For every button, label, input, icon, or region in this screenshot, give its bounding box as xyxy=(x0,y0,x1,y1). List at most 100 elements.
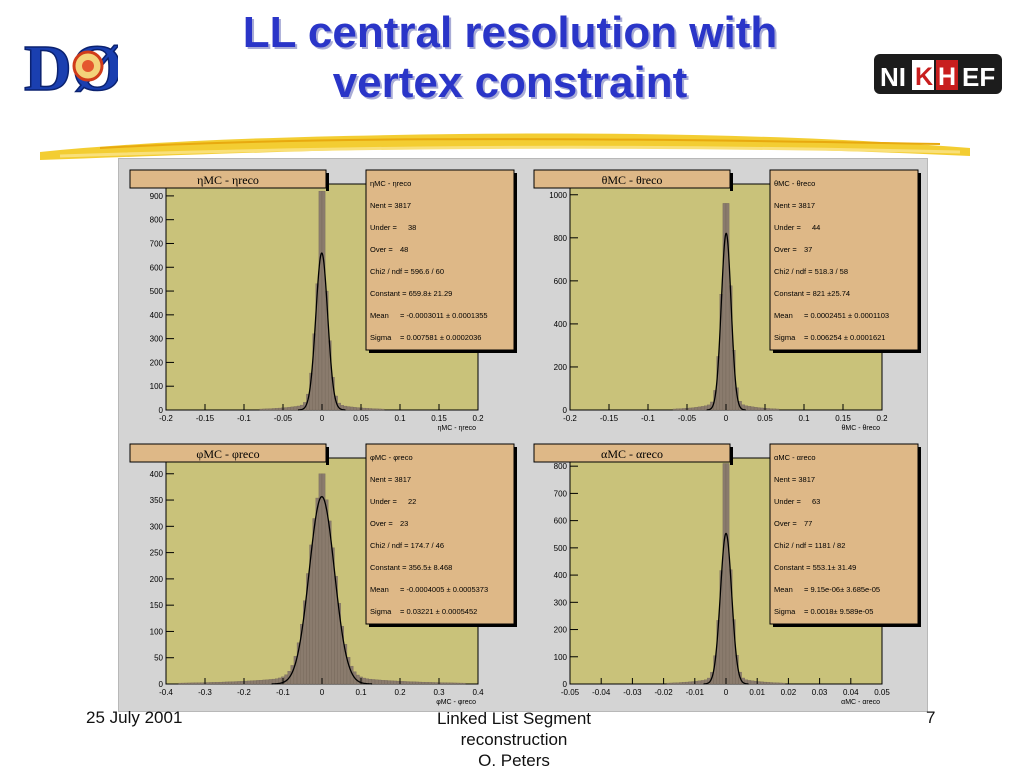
stats-box xyxy=(769,169,919,351)
fit-curve xyxy=(703,532,749,685)
fit-curve xyxy=(271,495,373,685)
histogram-bar xyxy=(353,407,357,411)
histogram-bar xyxy=(215,682,220,685)
nikhef-logo-h-box xyxy=(936,60,958,90)
histogram-bar xyxy=(421,681,426,685)
histogram-bar xyxy=(691,407,695,411)
histogram-bar xyxy=(424,682,429,685)
stats-value: 48 xyxy=(400,245,408,254)
histogram-bar xyxy=(418,681,422,685)
x-tick-label: 0.02 xyxy=(781,688,797,697)
stats-label: Under = xyxy=(370,497,398,506)
histogram-bar xyxy=(212,682,217,685)
fit-curve xyxy=(298,252,346,411)
x-tick-label: -0.4 xyxy=(159,688,173,697)
histogram-bar xyxy=(409,681,413,685)
histogram-bar xyxy=(434,682,438,685)
x-axis-label: αMC - αreco xyxy=(841,699,880,706)
stats-label: Sigma xyxy=(370,607,392,616)
histogram-bar xyxy=(446,682,451,685)
histogram-bar xyxy=(778,682,783,685)
histogram-bar xyxy=(193,682,198,685)
x-tick-label: 0 xyxy=(320,688,325,697)
stats-label: Over = xyxy=(370,519,393,528)
histogram-bar xyxy=(378,679,382,685)
stats-value: = 0.0018± 9.589e-05 xyxy=(804,607,873,616)
stats-label: Sigma xyxy=(370,333,392,342)
stats-label: φMC - φreco xyxy=(370,453,413,462)
histogram-bar xyxy=(763,681,767,685)
histogram-bar xyxy=(682,682,686,685)
y-tick-label: 0 xyxy=(159,680,164,689)
histogram-bar xyxy=(697,406,702,411)
brush-stroke-highlight xyxy=(59,145,961,158)
histogram-bar xyxy=(675,682,680,685)
histogram-bar xyxy=(321,190,326,411)
nikhef-logo: NI K H EF xyxy=(874,54,1002,94)
histogram-bar xyxy=(462,682,466,685)
title-line-1: LL central resolution with xyxy=(242,8,778,57)
d0-logo: DØ xyxy=(23,31,118,100)
stats-label: Constant = 356.5± 8.468 xyxy=(370,563,452,572)
stats-label: Sigma xyxy=(774,607,796,616)
histogram-bar xyxy=(459,682,463,685)
stats-value: 37 xyxy=(804,245,812,254)
footer-mid-line-1: Linked List Segment xyxy=(436,709,592,728)
histogram-bar xyxy=(700,406,705,411)
stats-label: Mean xyxy=(370,585,389,594)
histogram-bar xyxy=(378,408,382,411)
nikhef-logo-k: K xyxy=(915,63,933,91)
y-tick-label: 100 xyxy=(150,382,164,391)
y-tick-label: 150 xyxy=(150,601,164,610)
y-tick-label: 100 xyxy=(150,627,164,636)
histogram-bar xyxy=(669,682,674,685)
stats-label: Nent = 3817 xyxy=(774,201,815,210)
y-tick-label: 400 xyxy=(150,311,164,320)
histogram-bar xyxy=(256,680,260,685)
histogram-bar xyxy=(753,407,758,411)
histogram-bar xyxy=(390,680,394,685)
histogram-bar xyxy=(449,682,454,685)
histogram-bar xyxy=(200,682,204,685)
x-tick-label: -0.01 xyxy=(686,688,705,697)
stats-value: 77 xyxy=(804,519,812,528)
histogram-bar xyxy=(228,681,232,685)
x-tick-label: -0.2 xyxy=(159,414,173,423)
y-tick-label: 300 xyxy=(554,598,568,607)
histogram-bar xyxy=(384,680,388,685)
histogram-bar xyxy=(265,408,270,411)
stats-label: αMC - αreco xyxy=(774,453,816,462)
nikhef-logo-k-box xyxy=(912,60,934,90)
histogram-bar xyxy=(750,406,755,411)
nikhef-logo-h: H xyxy=(938,63,956,91)
y-tick-label: 800 xyxy=(554,462,568,471)
x-tick-label: -0.1 xyxy=(641,414,655,423)
y-tick-label: 200 xyxy=(554,363,568,372)
histogram-bar xyxy=(381,680,385,685)
histogram-bar xyxy=(181,682,185,685)
histogram-bar xyxy=(440,682,444,685)
histogram-bar xyxy=(187,682,192,685)
stats-label: Chi2 / ndf = 1181 / 82 xyxy=(774,541,845,550)
x-tick-label: -0.05 xyxy=(561,688,580,697)
histogram-bar xyxy=(197,682,201,685)
stats-label: Under = xyxy=(370,223,398,232)
d0-logo-text: DØ xyxy=(24,32,118,100)
d0-logo-core-icon xyxy=(82,60,94,72)
title-line-2: vertex constraint xyxy=(332,58,688,107)
histogram-bar xyxy=(679,682,683,685)
histogram-bar xyxy=(685,681,689,685)
histogram-bar xyxy=(722,463,727,685)
histogram-bar xyxy=(371,408,376,411)
brush-stroke-line xyxy=(99,138,941,149)
histogram-title: θMC - θreco xyxy=(602,173,663,187)
x-tick-label: -0.05 xyxy=(678,414,697,423)
histogram-bar xyxy=(246,680,251,685)
y-tick-label: 50 xyxy=(154,654,163,663)
histogram-bar xyxy=(234,681,238,685)
histogram-bar xyxy=(328,520,332,685)
histogram-title: φMC - φreco xyxy=(196,447,259,461)
x-tick-label: -0.1 xyxy=(276,688,290,697)
histogram-bar xyxy=(766,682,770,685)
stats-label: Mean xyxy=(774,585,793,594)
